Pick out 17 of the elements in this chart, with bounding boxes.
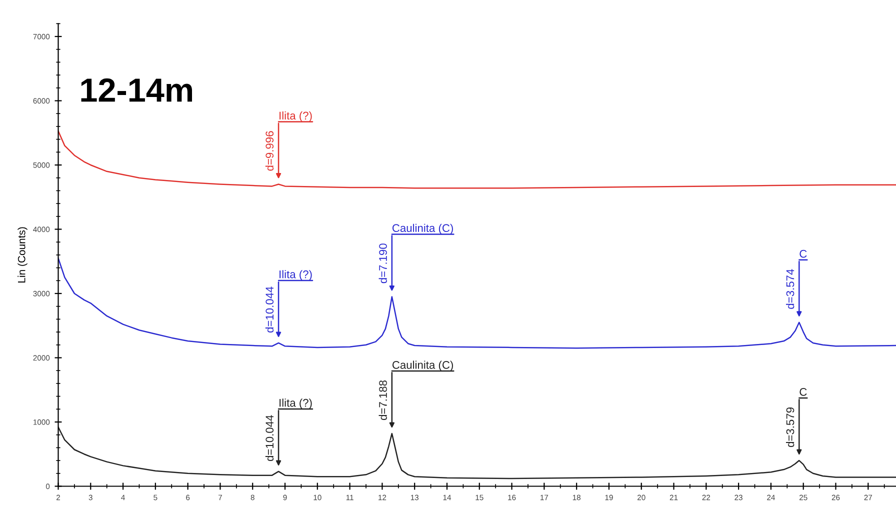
annotation: Caulinita (C)	[392, 224, 453, 234]
annotation: C	[800, 250, 807, 258]
annotation: d=10.044	[265, 415, 274, 461]
annotation: d=9.996	[265, 131, 274, 171]
annotation: d=3.579	[786, 408, 794, 447]
annotation: d=7.188	[378, 380, 387, 420]
line-series	[58, 130, 896, 189]
annotation: C	[800, 388, 807, 396]
text: 12-14m	[81, 78, 192, 102]
annotation: d=10.044	[265, 286, 274, 332]
annotation: Ilita (?)	[280, 270, 312, 280]
annotation: d=7.190	[378, 244, 387, 284]
annotation: d=3.574	[786, 269, 794, 309]
annotation: Ilita (?)	[280, 111, 312, 122]
annotation: Caulinita (C)	[392, 360, 453, 372]
annotation: Ilita (?)	[280, 398, 312, 409]
y-axis-title: Lin (Counts)	[18, 227, 28, 282]
